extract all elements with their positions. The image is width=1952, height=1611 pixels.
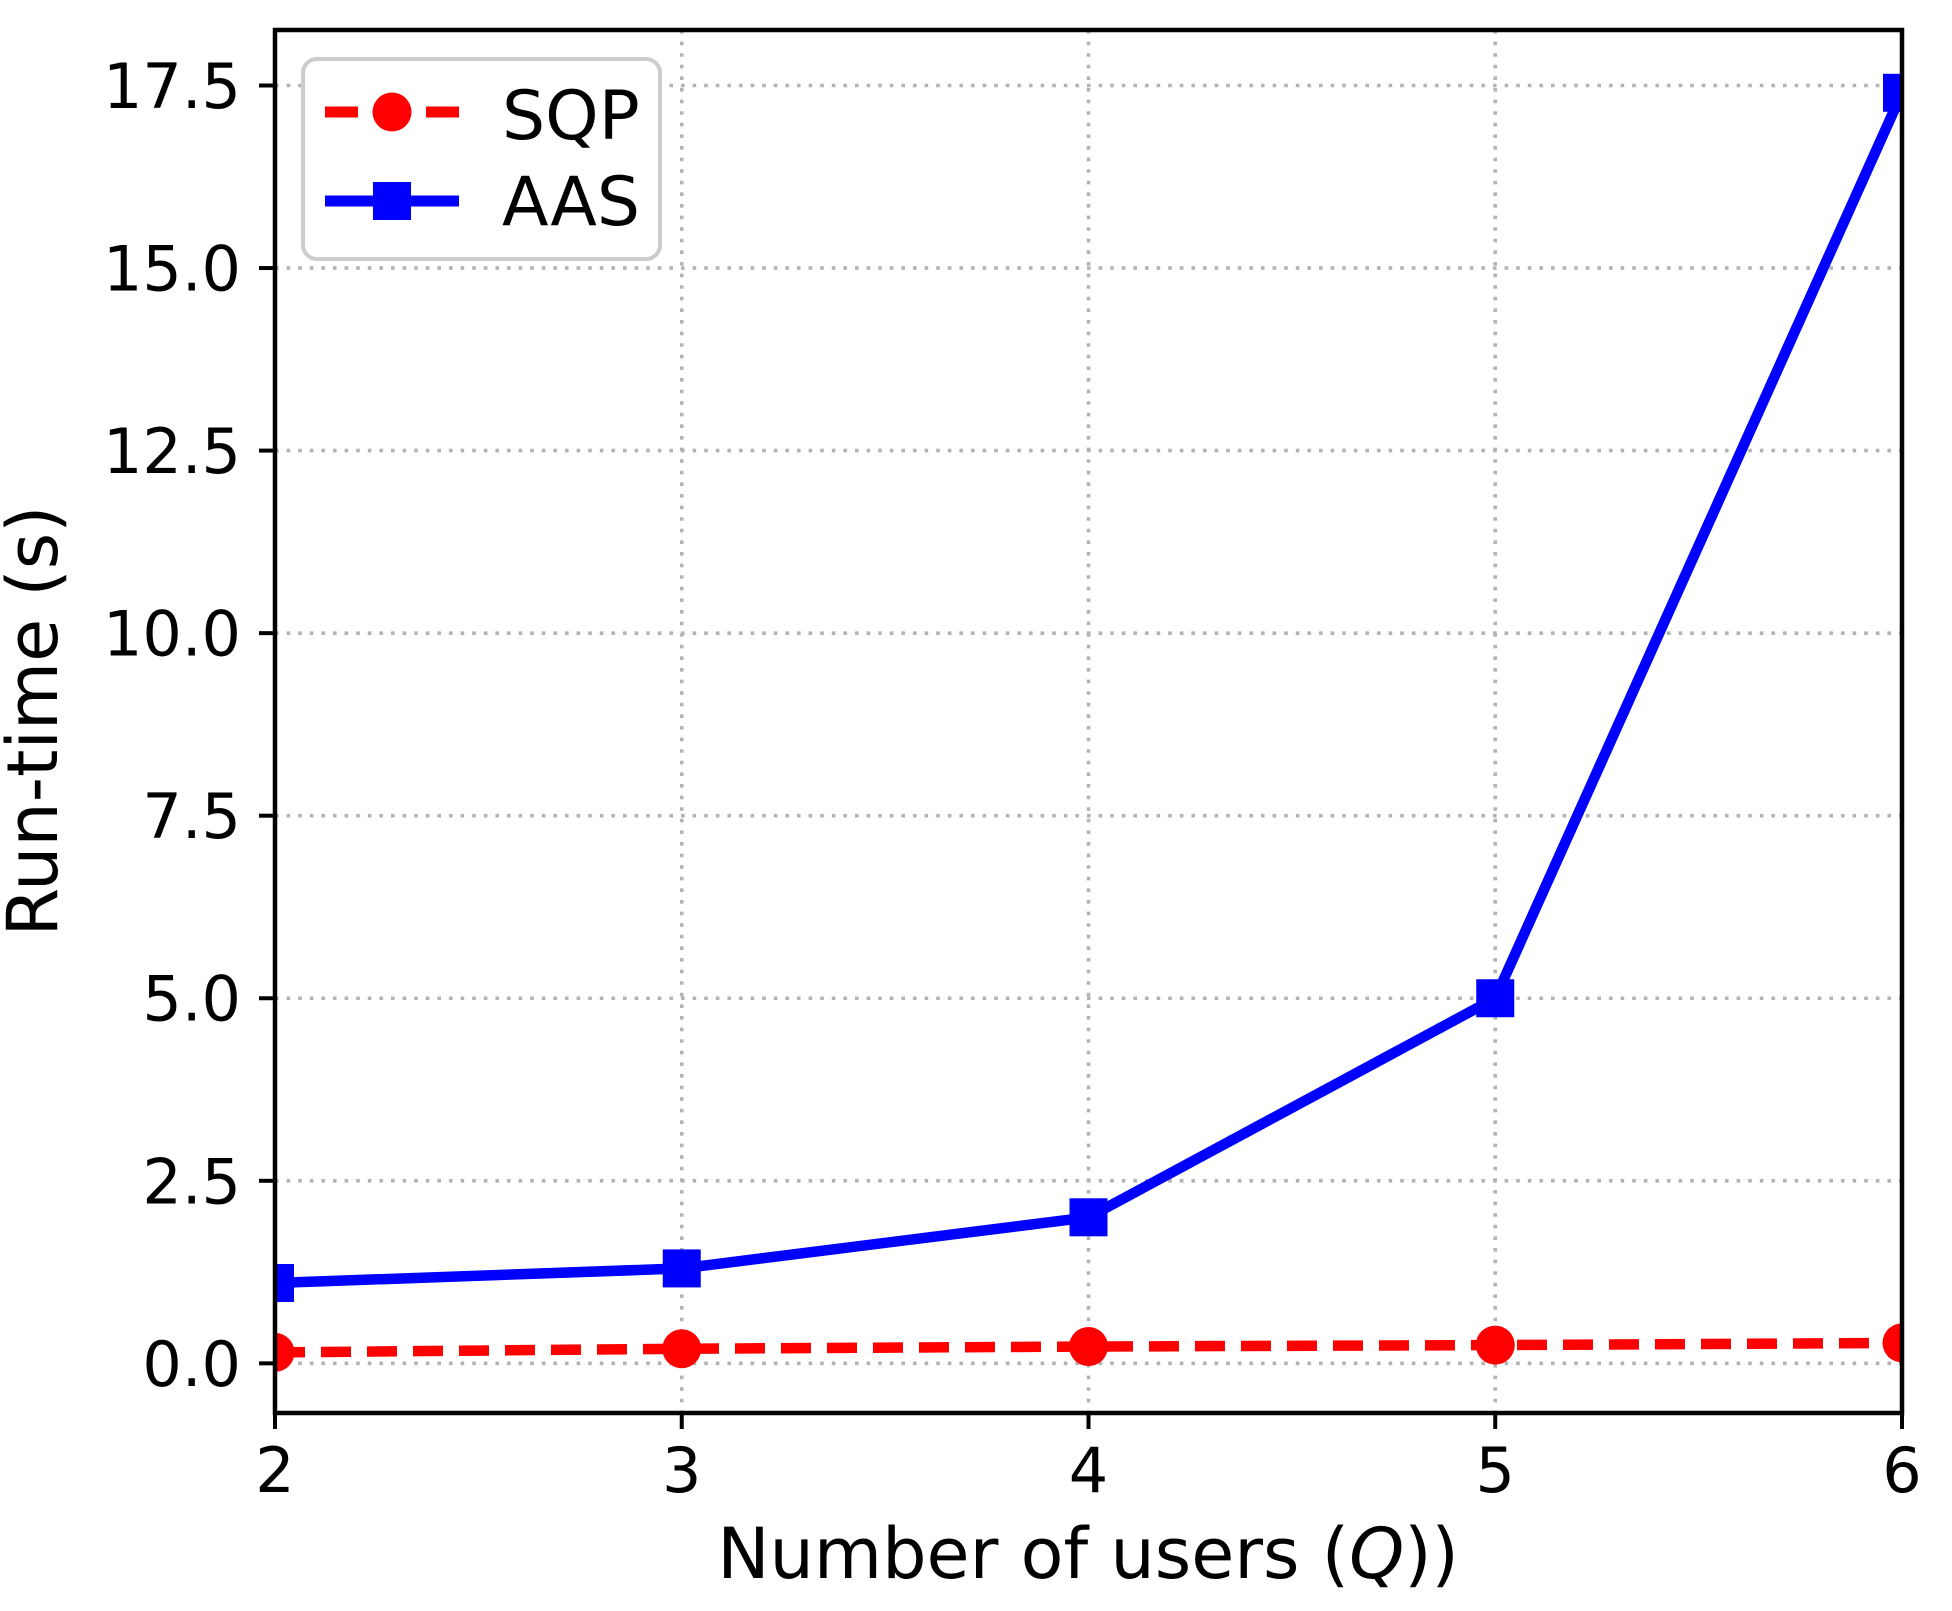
y-tick-label: 17.5	[103, 50, 241, 123]
legend-item-sqp: SQP	[325, 77, 640, 156]
data-point-sqp	[662, 1329, 702, 1369]
series-layer	[275, 73, 1902, 1372]
legend-sqp-marker	[372, 92, 412, 132]
x-tick-label: 6	[1882, 1434, 1921, 1507]
legend: SQP AAS	[301, 57, 662, 261]
data-point-sqp	[1475, 1325, 1515, 1365]
legend-sqp-label: SQP	[502, 77, 640, 156]
x-axis-label-prefix: Number of users (	[717, 1513, 1349, 1595]
data-point-sqp	[275, 1332, 295, 1372]
data-point-sqp	[1882, 1323, 1902, 1363]
x-axis-label-suffix: ))	[1404, 1513, 1459, 1595]
legend-item-aas: AAS	[325, 163, 640, 242]
x-tick-label: 4	[1069, 1434, 1108, 1507]
x-axis-label: Number of users (Q))	[717, 1513, 1459, 1595]
series-line-sqp	[275, 1337, 1902, 1358]
data-point-aas	[662, 1249, 701, 1288]
legend-aas-marker	[373, 182, 411, 220]
x-tick-label: 5	[1476, 1434, 1515, 1507]
y-tick-label: 10.0	[103, 598, 241, 671]
legend-aas-label: AAS	[502, 163, 640, 242]
y-tick-label: 5.0	[142, 963, 241, 1036]
y-tick-label: 7.5	[142, 780, 241, 853]
x-tick-label: 3	[662, 1434, 701, 1507]
plot-frame	[272, 27, 1905, 1416]
y-tick-label: 0.0	[142, 1328, 241, 1401]
data-point-aas	[1883, 73, 1902, 112]
y-tick-label: 15.0	[103, 233, 241, 306]
series-line-aas	[275, 90, 1902, 1289]
data-point-aas	[275, 1264, 294, 1303]
x-tick-label: 2	[255, 1434, 294, 1507]
data-point-sqp	[1069, 1327, 1108, 1367]
ticks-layer: 2 3 4 5 6 0.0 2.5 5.0 7.5 10.0 12.5 15.0 17.5	[103, 50, 1922, 1507]
data-point-aas	[1476, 979, 1515, 1018]
x-axis-label-q: Q	[1349, 1513, 1404, 1595]
y-tick-label: 2.5	[142, 1145, 241, 1218]
y-axis-label: Run-time (s)	[0, 506, 74, 937]
y-tick-label: 12.5	[103, 415, 241, 488]
data-point-aas	[1069, 1198, 1108, 1237]
